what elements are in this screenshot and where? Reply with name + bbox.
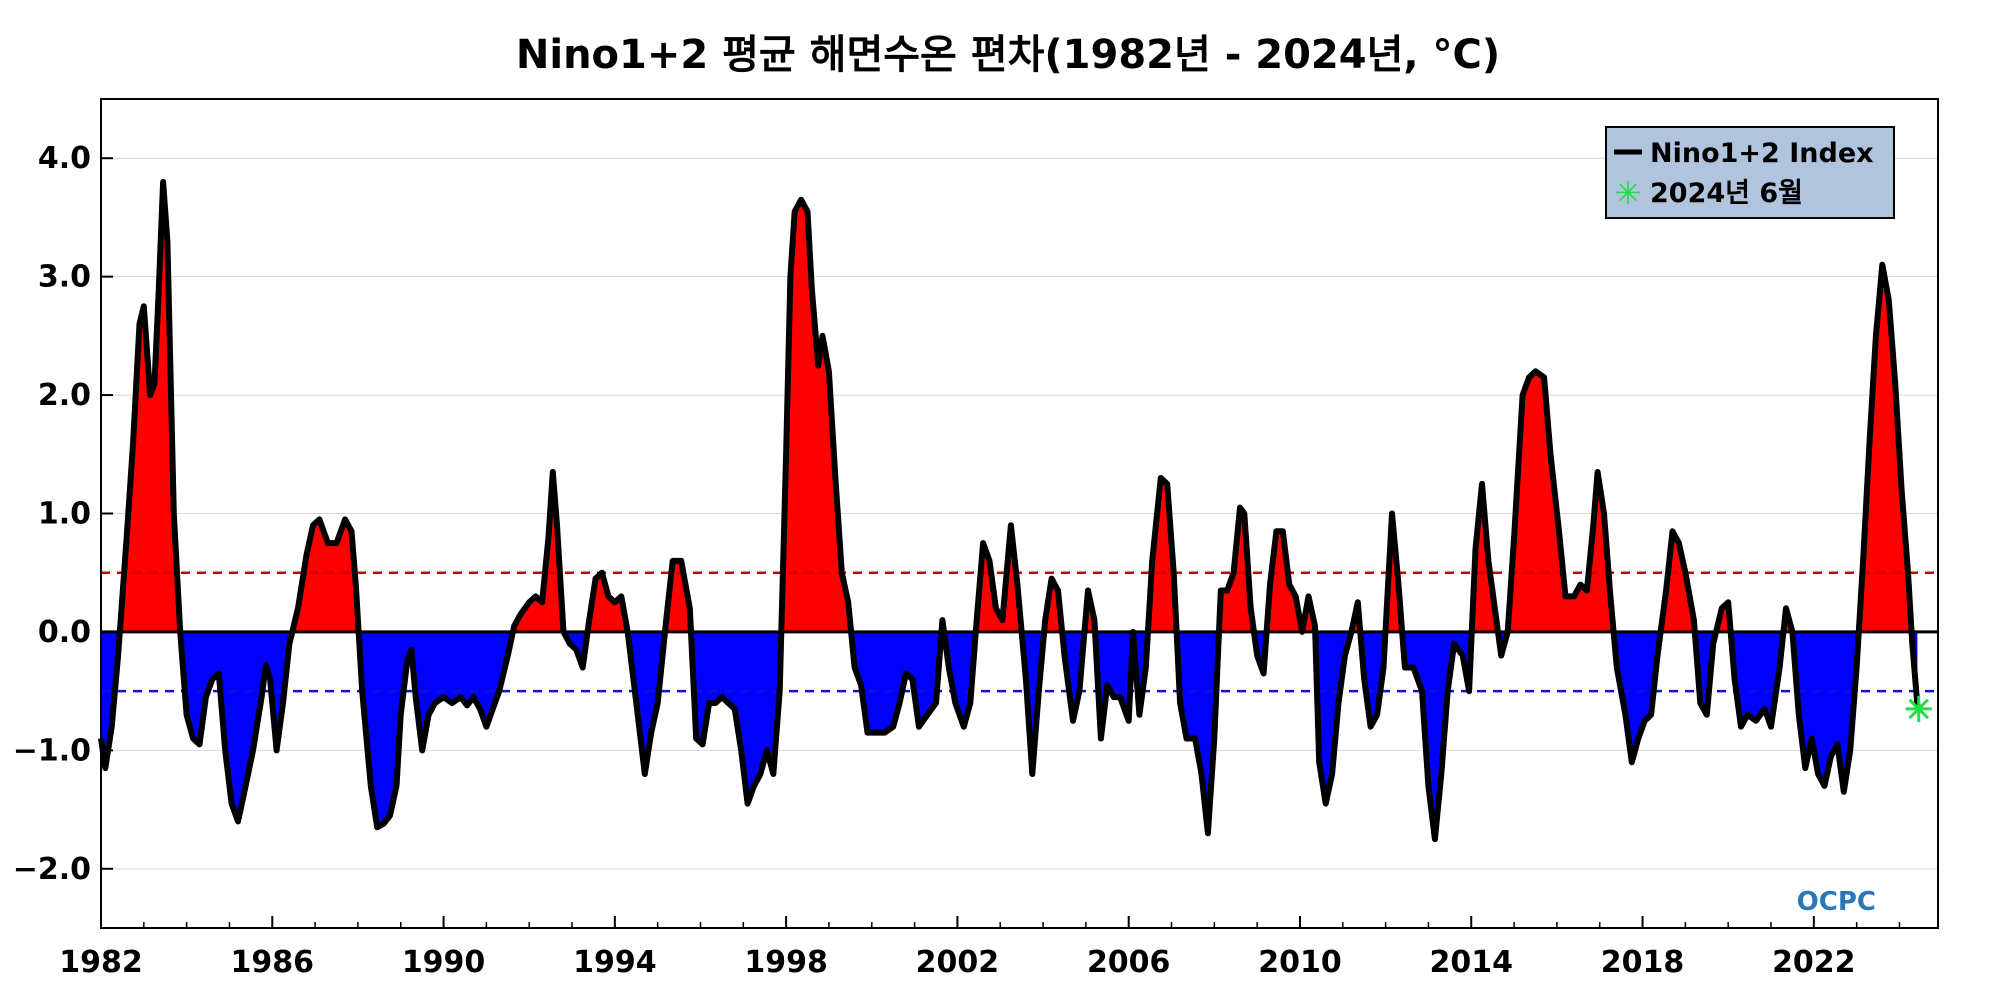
legend: Nino1+2 Index ✳ 2024년 6월 [1605, 126, 1895, 219]
highlight-asterisk-stroke [1908, 698, 1929, 720]
x-tick-label: 1994 [573, 945, 657, 980]
legend-label-index: Nino1+2 Index [1650, 138, 1874, 169]
y-tick-label: −1.0 [13, 733, 91, 768]
axis-layer: −2.0 −1.0 0.0 1.0 2.0 3.0 4.0 1982 1986 1990 1994 1… [13, 141, 1901, 980]
x-tick-label: 2002 [916, 945, 1000, 980]
x-tick-label: 2014 [1430, 945, 1514, 980]
negative-anomaly-area [101, 631, 1918, 840]
y-tick-label: 3.0 [38, 260, 91, 295]
x-tick-label: 2018 [1601, 945, 1685, 980]
y-tick-label: −2.0 [13, 852, 91, 887]
y-tick-label: 2.0 [38, 378, 91, 413]
highlight-marker-layer [1905, 695, 1932, 722]
ocpc-logo: OCPC [1797, 887, 1876, 917]
x-tick-label: 2010 [1258, 945, 1342, 980]
index-series-line [98, 178, 1921, 843]
x-tick-label: 1982 [59, 945, 143, 980]
anomaly-fill-layer [101, 181, 1918, 840]
legend-label-highlight: 2024년 6월 [1650, 178, 1803, 209]
x-tick-label: 2006 [1087, 945, 1171, 980]
y-tick-label: 1.0 [38, 497, 91, 532]
asterisk-icon: ✳ [1615, 174, 1642, 212]
x-tick-label: 2022 [1772, 945, 1856, 980]
y-tick-label: 4.0 [38, 141, 91, 176]
x-tick-label: 1990 [402, 945, 486, 980]
x-tick-label: 1998 [744, 945, 828, 980]
legend-box [1605, 126, 1895, 219]
chart-title: Nino1+2 평균 해면수온 편차(1982년 - 2024년, °C) [516, 32, 1500, 78]
x-tick-label: 1986 [231, 945, 315, 980]
index-line-layer [98, 178, 1921, 843]
y-tick-label: 0.0 [38, 615, 91, 650]
